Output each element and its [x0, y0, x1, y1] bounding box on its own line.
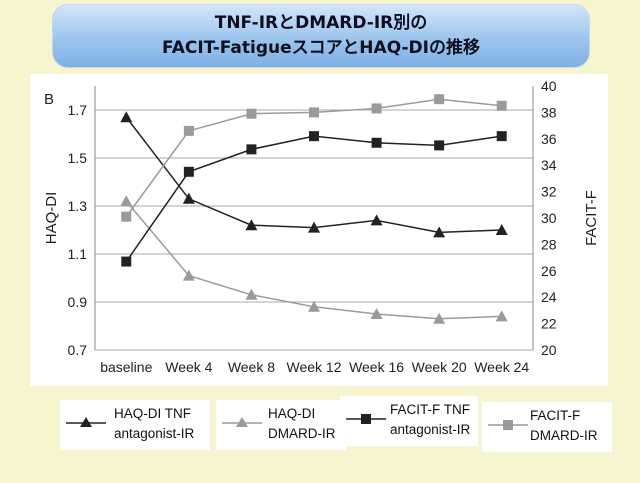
data-point [182, 192, 195, 204]
right-tick-label: 22 [541, 316, 557, 332]
data-point [309, 107, 319, 118]
data-point [121, 211, 132, 222]
legend-item-facit-dmard: FACIT-F DMARD-IR [482, 402, 612, 452]
title-line-2: FACIT-FatigueスコアとHAQ-DIの推移 [162, 38, 480, 58]
data-point [308, 221, 320, 233]
legend-marker-haq-tnf [66, 417, 106, 427]
data-point [495, 310, 508, 322]
data-point [120, 195, 133, 207]
y2-axis-label: FACIT-F [583, 190, 600, 246]
legend-item-haq-tnf: HAQ-DI TNF antagonist-IR [60, 400, 210, 450]
right-tick-label: 20 [541, 342, 557, 358]
right-tick-label: 26 [541, 263, 557, 279]
right-tick-label: 38 [541, 104, 557, 120]
right-tick-label: 28 [541, 236, 557, 252]
right-tick-label: 24 [541, 289, 557, 305]
line-chart: 1.7 1.5 1.3 1.1 0.9 0.7 40 38 36 34 32 30 28 26 24 22 20… [43, 78, 600, 375]
left-tick-label: 0.7 [68, 342, 88, 358]
legend-label-line1: FACIT-F TNF [390, 402, 470, 417]
x-tick-label: Week 20 [412, 359, 467, 375]
left-tick-label: 0.9 [68, 294, 88, 310]
data-point [495, 224, 508, 235]
x-tick-label: Week 8 [228, 359, 275, 375]
right-tick-label: 34 [541, 157, 557, 173]
x-tick-label: baseline [100, 359, 152, 375]
right-tick-label: 40 [541, 78, 557, 94]
data-point [371, 103, 382, 114]
series-line-3 [125, 135, 502, 262]
right-tick-label: 32 [541, 184, 557, 200]
data-point [496, 100, 507, 111]
legend-label-line1: FACIT-F [530, 408, 581, 423]
data-point [246, 108, 257, 119]
left-tick-label: 1.7 [68, 102, 88, 118]
data-point [370, 308, 383, 319]
title-banner: TNF-IRとDMARD-IR別の FACIT-FatigueスコアとHAQ-D… [52, 4, 590, 68]
legend-marker-haq-dmard [222, 417, 262, 427]
x-tick-label: Week 4 [165, 359, 212, 375]
x-tick-label: Week 12 [287, 359, 342, 375]
legend-marker-facit-tnf [346, 414, 386, 424]
data-point [308, 300, 320, 312]
legend-label-line2: antagonist-IR [390, 422, 471, 437]
x-tick-label: Week 24 [474, 359, 529, 375]
data-point [246, 144, 257, 155]
data-point [434, 140, 445, 151]
left-tick-label: 1.1 [68, 246, 88, 262]
left-tick-label: 1.5 [68, 150, 88, 166]
legend-item-haq-dmard: HAQ-DI DMARD-IR [216, 400, 346, 450]
left-tick-label: 1.3 [68, 198, 88, 214]
data-point [121, 256, 132, 267]
legend-label-line1: HAQ-DI [268, 406, 316, 421]
data-point [120, 111, 133, 123]
data-point [434, 94, 445, 105]
data-point [496, 131, 507, 142]
legend-label-line2: antagonist-IR [114, 426, 195, 441]
data-point [182, 269, 195, 281]
data-point [371, 137, 382, 148]
data-point [245, 288, 258, 300]
data-point [433, 312, 446, 324]
legend-marker-facit-dmard [488, 420, 528, 430]
title-line-1: TNF-IRとDMARD-IR別の [214, 13, 428, 33]
legend-label-line2: DMARD-IR [530, 428, 598, 443]
data-point [183, 166, 194, 177]
data-point [433, 226, 446, 238]
data-point [370, 214, 383, 226]
panel-label: B [44, 91, 54, 108]
chart-panel: 1.7 1.5 1.3 1.1 0.9 0.7 40 38 36 34 32 30 28 26 24 22 20… [30, 74, 608, 386]
legend-label-line1: HAQ-DI TNF [114, 406, 191, 421]
legend-label-line2: DMARD-IR [268, 426, 336, 441]
data-point [245, 219, 258, 231]
y-axis-label: HAQ-DI [43, 192, 60, 245]
right-tick-label: 30 [541, 210, 557, 226]
right-tick-label: 36 [541, 131, 557, 147]
x-tick-label: Week 16 [349, 359, 404, 375]
data-point [309, 131, 319, 142]
data-point [183, 125, 194, 136]
legend-item-facit-tnf: FACIT-F TNF antagonist-IR [340, 396, 478, 446]
